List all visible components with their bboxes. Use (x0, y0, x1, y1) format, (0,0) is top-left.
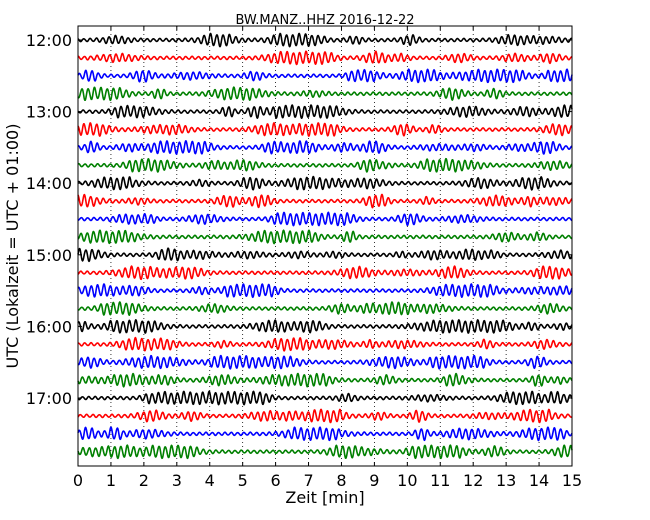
seismogram-trace-8 (77, 157, 573, 173)
x-tick-label-5: 5 (238, 471, 248, 490)
y-tick-label-1: 12:00 (26, 31, 72, 50)
x-tick-label-2: 2 (139, 471, 149, 490)
x-tick-label-12: 12 (463, 471, 483, 490)
x-tick-label-10: 10 (397, 471, 417, 490)
x-tick-label-0: 0 (73, 471, 83, 490)
y-tick-label-3: 14:00 (26, 174, 72, 193)
chart-title: BW.MANZ..HHZ 2016-12-22 (235, 13, 414, 28)
x-axis: 0 1 2 3 4 5 6 7 8 9 10 11 12 13 14 15 (73, 26, 582, 490)
x-tick-label-4: 4 (205, 471, 215, 490)
seismogram-trace-4 (77, 86, 573, 102)
seismogram-trace-17 (77, 319, 573, 334)
seismogram-trace-7 (77, 140, 573, 155)
seismogram-trace-12 (77, 229, 573, 245)
seismogram-trace-11 (77, 211, 573, 227)
seismogram-trace-9 (77, 175, 573, 191)
x-tick-label-13: 13 (496, 471, 516, 490)
x-tick-label-7: 7 (303, 471, 313, 490)
x-axis-label: Zeit [min] (285, 488, 364, 507)
seismogram-trace-10 (77, 193, 573, 209)
seismogram-traces (77, 32, 573, 460)
y-tick-label-2: 13:00 (26, 103, 72, 122)
seismogram-trace-18 (77, 336, 573, 352)
seismogram-trace-1 (77, 32, 573, 48)
x-tick-label-11: 11 (430, 471, 450, 490)
y-axis-label: UTC (Lokalzeit = UTC + 01:00) (3, 124, 22, 369)
x-tick-label-9: 9 (369, 471, 379, 490)
y-tick-label-6: 17:00 (26, 389, 72, 408)
seismogram-trace-23 (77, 426, 573, 442)
seismogram-trace-22 (77, 408, 573, 424)
x-tick-label-1: 1 (106, 471, 116, 490)
seismogram-trace-13 (77, 247, 573, 263)
x-tick-label-14: 14 (529, 471, 549, 490)
seismogram-trace-24 (77, 444, 573, 460)
seismogram-trace-19 (77, 354, 573, 370)
x-tick-label-8: 8 (336, 471, 346, 490)
seismogram-trace-6 (77, 122, 573, 137)
seismogram-trace-2 (77, 50, 573, 66)
x-tick-label-6: 6 (271, 471, 281, 490)
seismogram-trace-15 (77, 283, 573, 299)
seismogram-trace-21 (77, 390, 573, 406)
x-tick-label-15: 15 (562, 471, 582, 490)
plot-frame (77, 25, 573, 467)
seismogram-trace-3 (77, 68, 573, 84)
seismogram-trace-16 (77, 301, 573, 316)
grid-lines (110, 26, 540, 466)
seismogram-trace-5 (77, 104, 573, 119)
y-tick-label-4: 15:00 (26, 246, 72, 265)
y-axis: 12:00 13:00 14:00 15:00 16:00 17:00 (26, 31, 572, 408)
seismogram-trace-14 (77, 265, 573, 281)
seismogram-trace-20 (77, 372, 573, 388)
x-tick-label-3: 3 (172, 471, 182, 490)
y-tick-label-5: 16:00 (26, 317, 72, 336)
